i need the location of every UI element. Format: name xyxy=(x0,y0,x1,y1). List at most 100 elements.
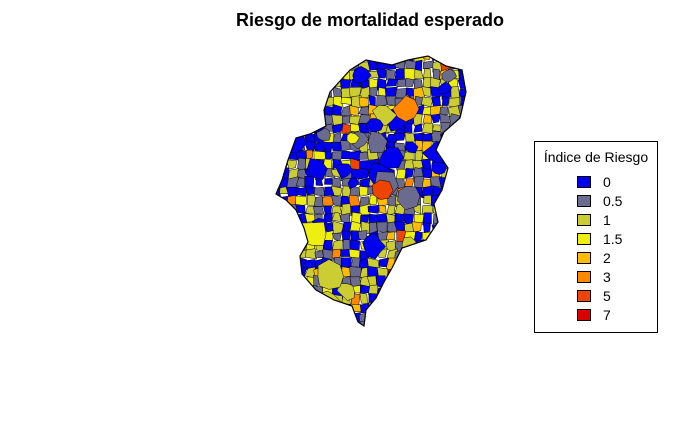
municipality xyxy=(394,303,406,315)
municipality xyxy=(421,277,432,290)
municipality xyxy=(287,302,300,315)
municipality xyxy=(358,185,370,197)
municipality xyxy=(304,310,315,323)
municipality xyxy=(439,313,451,322)
municipality xyxy=(286,103,299,115)
municipality xyxy=(468,277,477,287)
municipality xyxy=(287,329,298,339)
municipality xyxy=(276,175,280,187)
municipality xyxy=(430,113,442,124)
municipality xyxy=(342,330,351,341)
municipality xyxy=(278,303,290,314)
municipality xyxy=(313,186,326,197)
municipality xyxy=(442,95,450,106)
municipality xyxy=(376,292,389,307)
municipality xyxy=(440,302,451,315)
municipality xyxy=(422,56,433,60)
municipality xyxy=(349,240,360,252)
municipality xyxy=(306,97,318,109)
municipality xyxy=(276,77,280,90)
municipality xyxy=(287,222,298,235)
municipality xyxy=(449,266,461,278)
municipality xyxy=(297,59,307,72)
municipality xyxy=(305,56,318,63)
municipality xyxy=(467,150,478,161)
municipality xyxy=(439,106,449,116)
municipality xyxy=(286,122,299,133)
municipality xyxy=(314,293,325,307)
municipality xyxy=(404,294,417,303)
municipality xyxy=(314,320,326,326)
municipality xyxy=(276,256,279,270)
municipality xyxy=(376,320,389,326)
municipality xyxy=(368,301,381,313)
municipality xyxy=(350,123,361,134)
municipality xyxy=(441,258,452,271)
municipality xyxy=(367,310,379,323)
map-title: Riesgo de mortalidad esperado xyxy=(235,10,505,30)
municipality xyxy=(277,87,288,99)
municipality xyxy=(276,239,279,251)
municipality xyxy=(413,303,424,313)
municipality xyxy=(385,78,398,87)
municipality xyxy=(332,58,343,70)
municipality xyxy=(295,295,306,306)
municipality xyxy=(421,311,433,325)
municipality xyxy=(386,69,396,81)
municipality xyxy=(468,71,477,81)
municipality xyxy=(448,56,461,63)
municipality xyxy=(313,87,326,98)
municipality xyxy=(315,77,323,90)
municipality xyxy=(423,295,434,305)
municipality xyxy=(421,241,434,253)
municipality xyxy=(458,293,466,305)
municipality xyxy=(421,284,435,296)
municipality xyxy=(406,330,416,339)
municipality xyxy=(450,331,461,340)
municipality xyxy=(430,56,444,61)
municipality xyxy=(421,205,434,215)
municipality xyxy=(296,123,308,134)
municipality xyxy=(276,321,279,326)
municipality xyxy=(447,238,460,250)
municipality xyxy=(276,158,278,169)
municipality xyxy=(286,269,299,278)
municipality xyxy=(313,311,323,323)
municipality xyxy=(331,177,342,188)
municipality xyxy=(449,176,462,189)
legend-label: 2 xyxy=(603,250,611,266)
municipality xyxy=(439,189,459,210)
municipality xyxy=(386,275,397,288)
municipality xyxy=(440,213,454,225)
municipality xyxy=(340,96,352,105)
municipality xyxy=(378,204,387,215)
municipality xyxy=(457,56,466,64)
municipality xyxy=(314,70,325,81)
municipality xyxy=(403,285,416,296)
municipality xyxy=(467,313,478,321)
legend-item: 1.5 xyxy=(577,231,622,247)
municipality xyxy=(268,330,279,340)
municipality xyxy=(287,77,298,89)
municipality xyxy=(295,232,305,244)
municipality xyxy=(469,96,478,107)
municipality xyxy=(421,332,430,340)
municipality xyxy=(305,248,318,260)
municipality xyxy=(412,313,426,324)
municipality xyxy=(294,319,306,326)
municipality xyxy=(313,114,325,124)
municipality xyxy=(467,114,479,126)
municipality xyxy=(459,185,466,195)
municipality xyxy=(397,331,406,342)
municipality xyxy=(277,275,288,289)
municipality xyxy=(459,151,466,161)
municipality xyxy=(279,116,288,127)
municipality xyxy=(276,104,279,117)
municipality xyxy=(468,269,476,277)
municipality xyxy=(278,222,288,233)
municipality xyxy=(314,96,326,108)
municipality xyxy=(276,114,279,123)
municipality xyxy=(276,296,289,306)
municipality xyxy=(395,276,406,288)
municipality xyxy=(377,56,387,62)
